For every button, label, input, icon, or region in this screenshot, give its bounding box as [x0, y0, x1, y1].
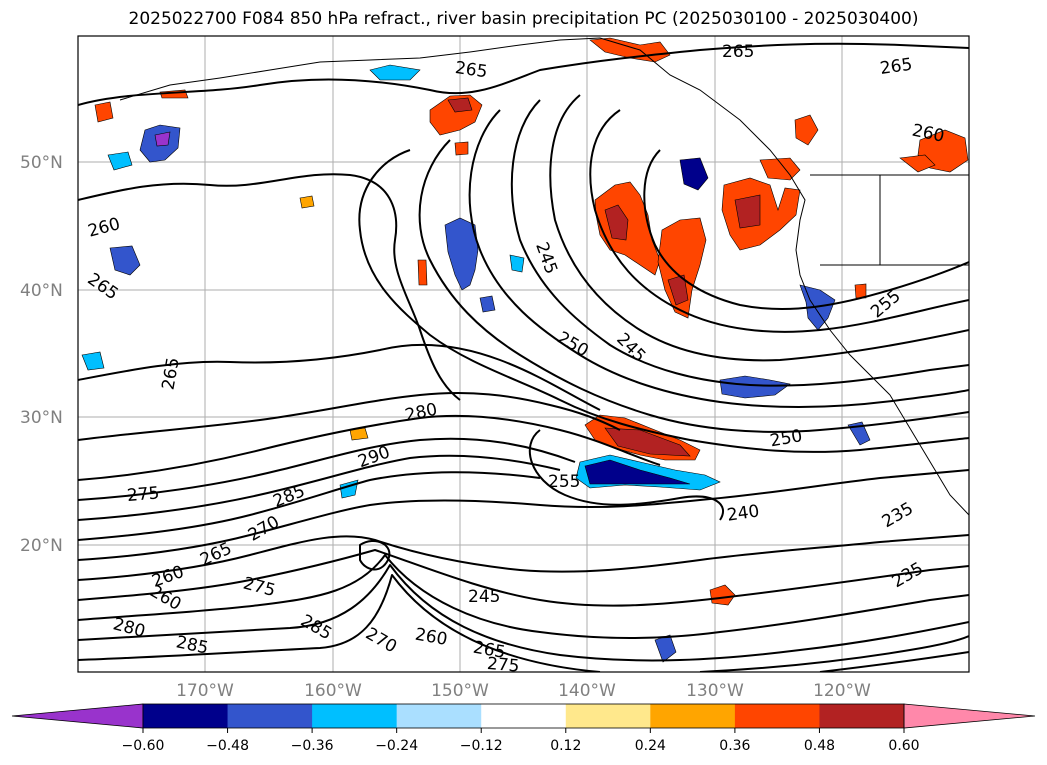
longitude-tick-label: 150°W — [431, 681, 489, 701]
contour-label: 265 — [879, 55, 914, 79]
contour-label: 275 — [486, 654, 520, 677]
contour-label: 265 — [454, 58, 489, 82]
colorbar-tick-label: −0.60 — [122, 738, 165, 754]
longitude-tick-label: 140°W — [558, 681, 616, 701]
colorbar-tick-label: 0.60 — [888, 738, 919, 754]
map-frame — [77, 35, 970, 673]
colorbar-segment — [734, 704, 820, 728]
colorbar-extend-max — [903, 703, 1036, 729]
colorbar-tick-label: 0.24 — [635, 738, 666, 754]
latitude-tick-label: 20°N — [20, 536, 63, 556]
colorbar: −0.60 −0.48 −0.36 −0.24 −0.12 0.12 0.24 0.36 0.4… — [11, 703, 1036, 754]
colorbar-segment — [312, 704, 398, 728]
colorbar-tick-label: −0.12 — [460, 738, 503, 754]
colorbar-segment — [650, 704, 736, 728]
latitude-tick-label: 30°N — [20, 408, 63, 428]
map-title: 2025022700 F084 850 hPa refract., river … — [128, 9, 919, 29]
colorbar-tick-label: −0.48 — [206, 738, 249, 754]
longitude-tick-label: 120°W — [813, 681, 871, 701]
colorbar-tick-label: 0.48 — [804, 738, 835, 754]
negative-anomaly-patches — [81, 64, 871, 663]
latitude-tick-label: 50°N — [20, 153, 63, 173]
colorbar-segment — [227, 704, 313, 728]
latitude-tick-label: 40°N — [20, 281, 63, 301]
map-panel — [78, 36, 969, 672]
contour-label: 265 — [722, 42, 754, 62]
colorbar-segment — [565, 704, 651, 728]
contour-label: 255 — [548, 472, 580, 492]
longitude-tick-label: 170°W — [176, 681, 234, 701]
positive-anomaly-patches — [94, 37, 969, 606]
contour-label: 245 — [468, 587, 500, 607]
colorbar-extend-min — [11, 703, 144, 729]
colorbar-tick-label: −0.36 — [291, 738, 334, 754]
refractivity-contours — [78, 42, 969, 672]
contour-label: 275 — [126, 483, 160, 506]
coastline — [119, 37, 969, 516]
colorbar-segment — [481, 704, 567, 728]
colorbar-tick-label: 0.36 — [719, 738, 750, 754]
longitude-tick-label: 130°W — [686, 681, 744, 701]
colorbar-segment — [396, 704, 482, 728]
latitude-axis: 50°N 40°N 30°N 20°N — [20, 153, 63, 556]
contour-label: 240 — [726, 501, 761, 525]
colorbar-tick-label: −0.24 — [375, 738, 418, 754]
longitude-axis: 170°W 160°W 150°W 140°W 130°W 120°W — [176, 681, 871, 701]
colorbar-segment — [819, 704, 905, 728]
longitude-tick-label: 160°W — [304, 681, 362, 701]
colorbar-segment — [143, 704, 229, 728]
colorbar-tick-label: 0.12 — [550, 738, 581, 754]
